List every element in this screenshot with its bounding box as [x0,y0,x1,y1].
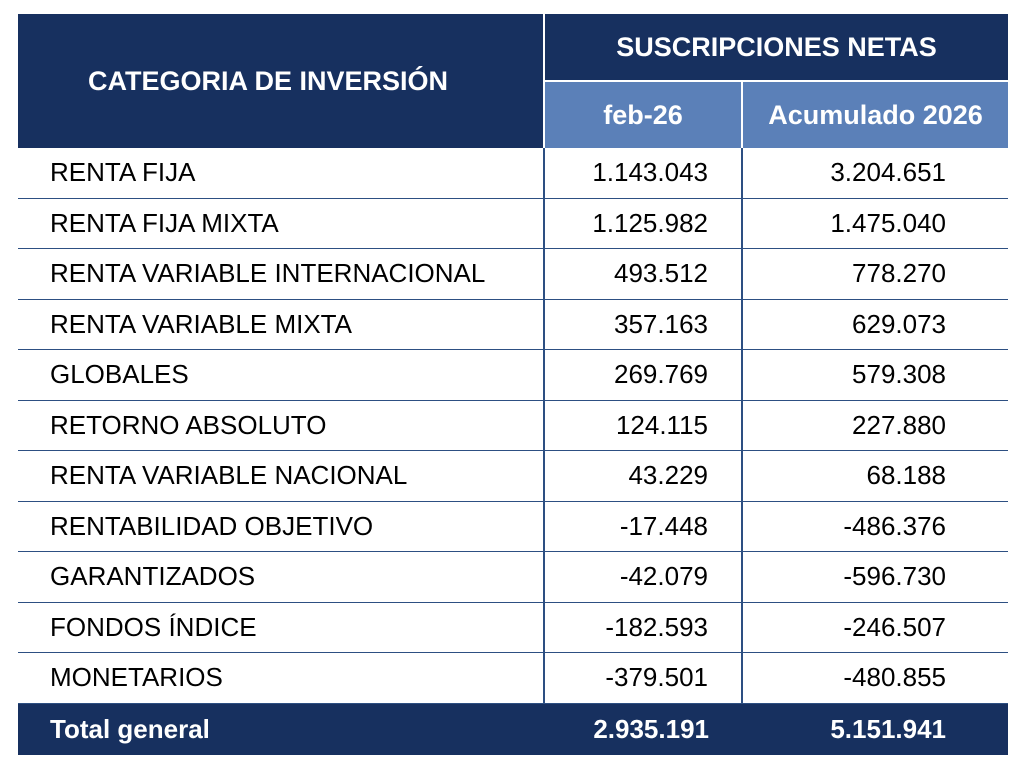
ytd-value: 68.188 [742,450,1009,502]
month-value: -182.593 [544,602,743,653]
category-cell: RENTA FIJA [18,148,545,199]
ytd-value: -486.376 [742,501,1009,552]
month-value: 43.229 [544,450,743,502]
header-group: SUSCRIPCIONES NETAS [544,14,1009,82]
category-cell: GARANTIZADOS [18,551,545,603]
total-row: Total general 2.935.191 5.151.941 [18,703,1009,755]
subscriptions-table: CATEGORIA DE INVERSIÓN SUSCRIPCIONES NET… [18,14,1009,755]
ytd-value: 3.204.651 [742,148,1009,199]
table-row: RENTA FIJA MIXTA 1.125.982 1.475.040 [18,198,1009,249]
table-row: RENTA VARIABLE NACIONAL 43.229 68.188 [18,450,1009,502]
header-ytd: Acumulado 2026 [742,81,1009,148]
ytd-value: 1.475.040 [742,198,1009,249]
header-category: CATEGORIA DE INVERSIÓN [18,14,545,148]
category-cell: MONETARIOS [18,652,545,704]
month-value: 357.163 [544,299,743,350]
header-month: feb-26 [544,81,743,148]
ytd-value: 778.270 [742,248,1009,300]
category-cell: RENTA VARIABLE NACIONAL [18,450,545,502]
category-cell: RENTA VARIABLE INTERNACIONAL [18,248,545,300]
ytd-value: -480.855 [742,652,1009,704]
month-value: 1.125.982 [544,198,743,249]
category-cell: RETORNO ABSOLUTO [18,400,545,451]
table-row: RENTABILIDAD OBJETIVO -17.448 -486.376 [18,501,1009,552]
total-ytd: 5.151.941 [742,703,1009,755]
table-body: RENTA FIJA 1.143.043 3.204.651 RENTA FIJA M… [18,148,1009,704]
month-value: 269.769 [544,349,743,401]
total-month: 2.935.191 [544,703,742,755]
category-cell: GLOBALES [18,349,545,401]
month-value: 124.115 [544,400,743,451]
month-value: -17.448 [544,501,743,552]
ytd-value: -596.730 [742,551,1009,603]
table-row: RENTA VARIABLE MIXTA 357.163 629.073 [18,299,1009,350]
ytd-value: 629.073 [742,299,1009,350]
category-cell: RENTA VARIABLE MIXTA [18,299,545,350]
category-cell: FONDOS ÍNDICE [18,602,545,653]
month-value: 1.143.043 [544,148,743,199]
table-row: RENTA VARIABLE INTERNACIONAL 493.512 778.2… [18,248,1009,300]
month-value: -42.079 [544,551,743,603]
table-row: FONDOS ÍNDICE -182.593 -246.507 [18,602,1009,653]
ytd-value: 579.308 [742,349,1009,401]
month-value: 493.512 [544,248,743,300]
table-row: RETORNO ABSOLUTO 124.115 227.880 [18,400,1009,451]
table-row: RENTA FIJA 1.143.043 3.204.651 [18,148,1009,199]
ytd-value: -246.507 [742,602,1009,653]
table-row: GARANTIZADOS -42.079 -596.730 [18,551,1009,603]
table-row: MONETARIOS -379.501 -480.855 [18,652,1009,704]
table-row: GLOBALES 269.769 579.308 [18,349,1009,401]
ytd-value: 227.880 [742,400,1009,451]
category-cell: RENTA FIJA MIXTA [18,198,545,249]
category-cell: RENTABILIDAD OBJETIVO [18,501,545,552]
total-label: Total general [18,703,544,755]
month-value: -379.501 [544,652,743,704]
